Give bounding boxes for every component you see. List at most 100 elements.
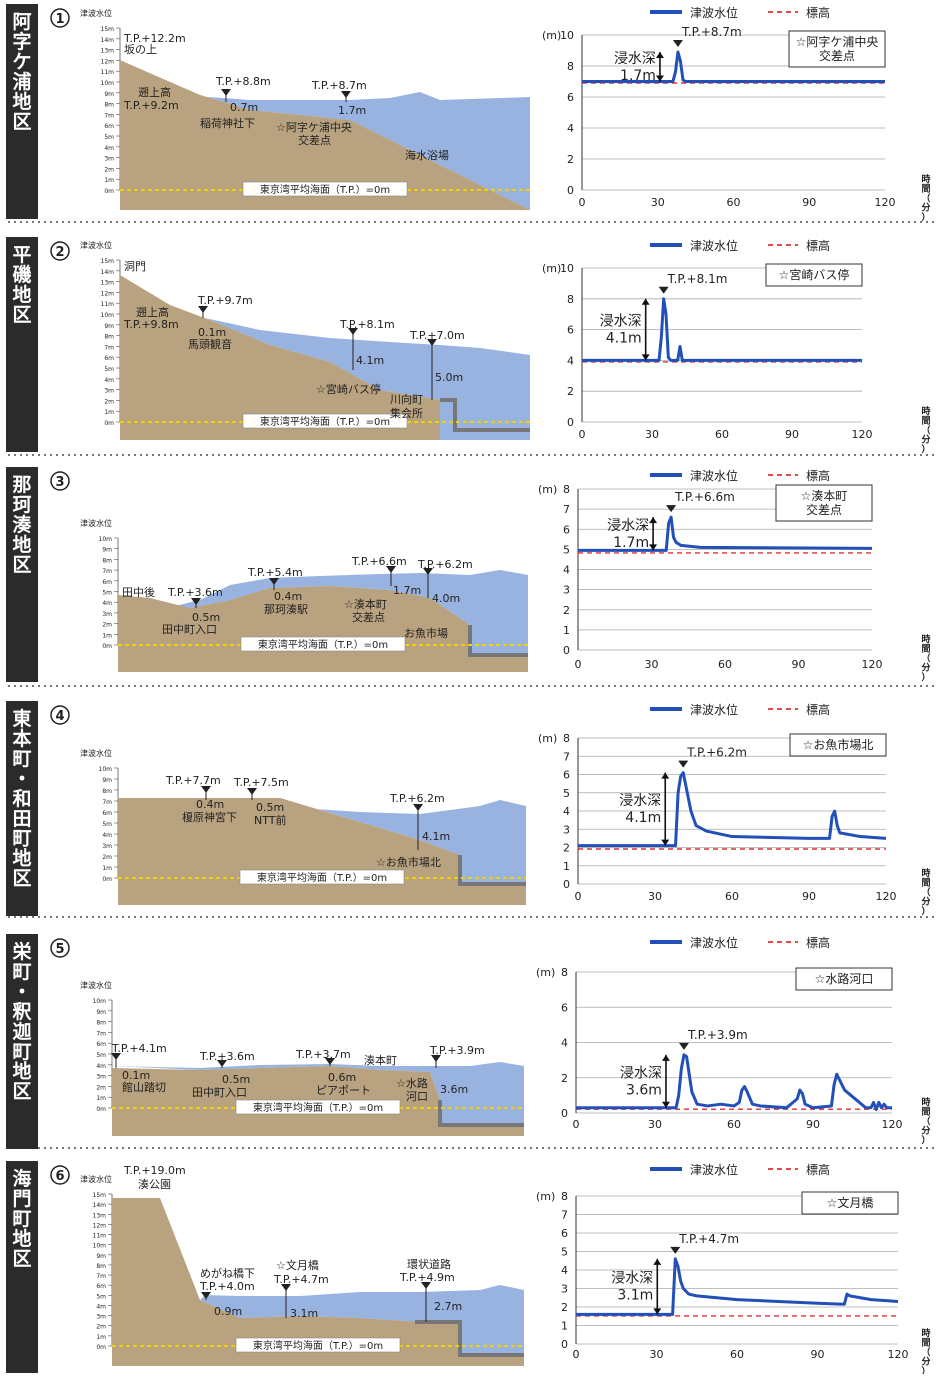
cross-section-profile: 津波水位 10m 9m 8m 7m 6m 5m 4m 3m 2m 1m 0m 東京湾平均海面（T.P.）… xyxy=(80,980,524,1136)
district-sidebar xyxy=(6,237,38,452)
profile-tick-label: 8m xyxy=(104,334,114,341)
marker-triangle xyxy=(221,89,231,96)
profile-label: 4.1m xyxy=(422,830,450,843)
y-tick-label: 2 xyxy=(561,1072,568,1085)
x-tick-label: 30 xyxy=(650,1348,664,1361)
y-tick-label: 3 xyxy=(563,823,570,836)
legend-tsunami-label: 津波水位 xyxy=(690,5,738,20)
depth-value: 1.7m xyxy=(620,68,656,84)
legend-tsunami-label: 津波水位 xyxy=(690,935,738,950)
marker-triangle xyxy=(269,578,279,585)
y-unit-label: (m) xyxy=(538,483,557,496)
marker-triangle xyxy=(191,598,201,605)
profile-tick-label: 9m xyxy=(104,91,114,98)
tp-zero-label: 東京湾平均海面（T.P.）=0m xyxy=(253,1101,383,1114)
district-sidebar xyxy=(6,701,38,916)
svg-text:町: 町 xyxy=(12,961,31,983)
y-unit-label: (m) xyxy=(542,29,561,42)
svg-text:間: 間 xyxy=(921,643,930,654)
svg-text:）: ） xyxy=(921,672,930,683)
location-label: 交差点 xyxy=(819,48,855,63)
x-axis-title: 時間（分） xyxy=(921,1327,930,1377)
profile-tick-label: 2m xyxy=(96,1324,106,1331)
location-label: ☆文月橋 xyxy=(827,1195,874,1210)
panel-number: 4 xyxy=(55,709,64,724)
profile-tick-label: 4m xyxy=(104,377,114,384)
depth-arrow-head-top xyxy=(649,517,658,524)
profile-label: ☆お魚市場北 xyxy=(376,855,441,869)
x-tick-label: 60 xyxy=(727,196,741,209)
land-area xyxy=(120,275,440,440)
profile-label: T.P.+5.4m xyxy=(247,566,303,579)
svg-text:珂: 珂 xyxy=(12,494,31,516)
district-sidebar xyxy=(6,1161,38,1373)
profile-tick-label: 13m xyxy=(101,280,115,287)
tsunami-level-line xyxy=(578,515,873,552)
location-label: 交差点 xyxy=(806,502,842,517)
svg-text:ケ: ケ xyxy=(12,51,31,73)
profile-label: ☆湊本町 xyxy=(344,597,387,611)
y-tick-label: 2 xyxy=(563,842,570,855)
profile-tick-label: 6m xyxy=(102,579,112,586)
profile-label: 田中町入口 xyxy=(162,623,217,636)
profile-label: 5.0m xyxy=(435,371,463,384)
profile-label: 湊公園 xyxy=(138,1177,171,1191)
legend-tsunami-label: 津波水位 xyxy=(690,238,738,253)
profile-tick-label: 9m xyxy=(96,1253,106,1260)
location-box xyxy=(789,733,887,757)
profile-label: ☆水路 xyxy=(396,1077,428,1090)
profile-tick-label: 0m xyxy=(96,1106,106,1113)
profile-label: T.P.+3.9m xyxy=(429,1044,485,1057)
profile-label: T.P.+19.0m xyxy=(123,1164,186,1177)
panel-number: 1 xyxy=(55,12,64,27)
profile-tick-label: 13m xyxy=(101,48,115,55)
depth-arrow-head-bottom xyxy=(661,839,670,846)
profile-tick-label: 10m xyxy=(99,766,113,773)
district-sidebar xyxy=(6,467,38,682)
water-level-chart: 津波水位 標高 (m) 0 2 4 6 8 10 0 30 60 90 120 時間（分） T.P.+8.7m… xyxy=(542,5,931,223)
profile-label: ☆文月橋 xyxy=(276,1258,319,1272)
profile-tick-label: 7m xyxy=(96,1273,106,1280)
y-tick-label: 0 xyxy=(563,644,570,657)
y-tick-label: 4 xyxy=(563,564,570,577)
x-axis-title: 時間（分） xyxy=(921,633,930,683)
svg-text:）: ） xyxy=(921,212,930,223)
profile-label: T.P.+6.2m xyxy=(389,792,445,805)
profile-label: 4.1m xyxy=(356,354,384,367)
x-tick-label: 60 xyxy=(725,890,739,903)
y-tick-label: 8 xyxy=(563,732,570,745)
profile-tick-label: 8m xyxy=(102,557,112,564)
profile-tick-label: 1m xyxy=(102,632,112,639)
x-tick-label: 90 xyxy=(785,428,799,441)
profile-label: ピアポート xyxy=(316,1084,371,1097)
y-tick-label: 8 xyxy=(563,483,570,496)
svg-text:区: 区 xyxy=(12,304,31,326)
profile-label: ☆阿字ケ浦中央 xyxy=(276,120,352,134)
panel-number-badge xyxy=(50,241,70,261)
panel-number-badge xyxy=(50,705,70,725)
seawall xyxy=(468,625,528,657)
profile-label: 0.7m xyxy=(230,101,258,114)
profile-axis-title: 津波水位 xyxy=(80,518,112,528)
profile-label: T.P.+3.6m xyxy=(199,1050,255,1063)
profile-label: 遡上高 xyxy=(138,85,171,99)
profile-label: T.P.+12.2m xyxy=(123,32,186,45)
tp-zero-label: 東京湾平均海面（T.P.）=0m xyxy=(257,871,387,884)
profile-tick-label: 9m xyxy=(104,323,114,330)
svg-text:町: 町 xyxy=(12,1208,31,1230)
profile-label: 0.1m xyxy=(198,326,226,339)
svg-text:磯: 磯 xyxy=(12,263,31,286)
profile-label: T.P.+4.9m xyxy=(399,1271,455,1284)
profile-tick-label: 0m xyxy=(104,188,114,195)
profile-tick-label: 9m xyxy=(102,547,112,554)
profile-tick-label: 7m xyxy=(102,568,112,575)
svg-text:間: 間 xyxy=(921,877,930,888)
cross-section-profile: 津波水位 15m 14m 13m 12m 11m 10m 9m 8m 7m 6m 5m 4m 3m 2m 1m… xyxy=(80,8,530,210)
svg-text:田: 田 xyxy=(12,808,31,830)
profile-tick-label: 4m xyxy=(102,832,112,839)
legend-ground-label: 標高 xyxy=(806,5,830,20)
panel-number-badge xyxy=(50,1165,70,1185)
